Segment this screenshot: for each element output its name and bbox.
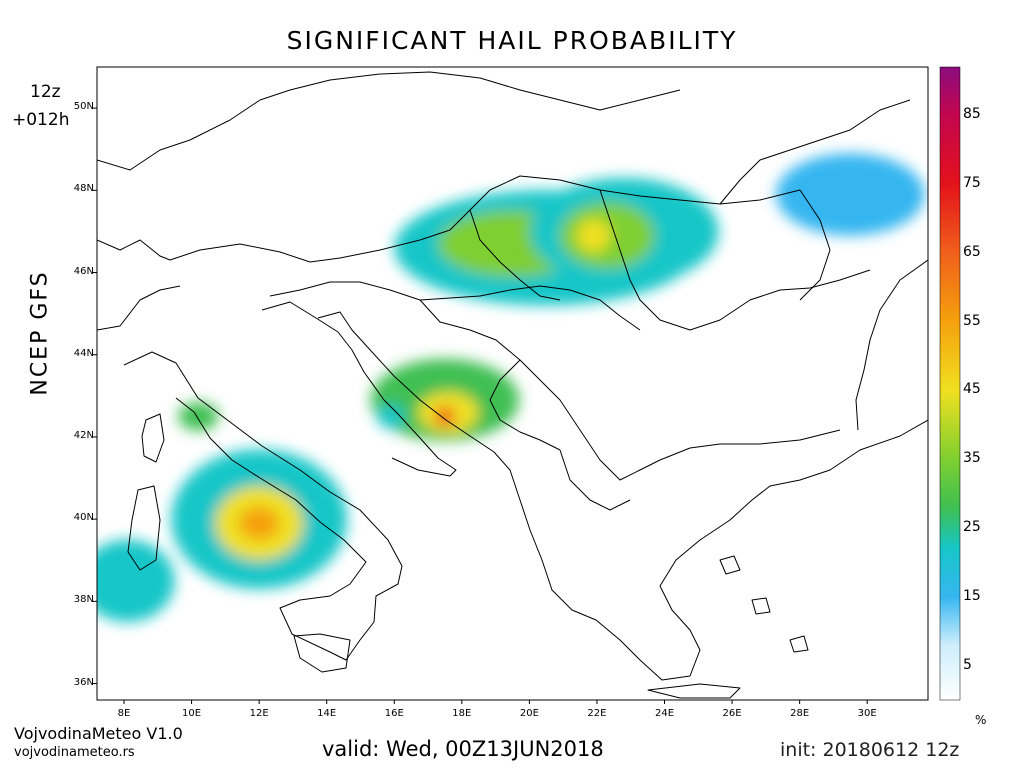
crete [647, 683, 741, 699]
lon-label: 28E [790, 708, 810, 719]
map-frame [96, 66, 929, 701]
lon-label: 12E [249, 708, 269, 719]
probability-area [238, 506, 280, 540]
italy-adriatic-coast [261, 301, 457, 477]
longitude-ticks [123, 700, 868, 704]
forecast-hour: +012h [12, 110, 70, 130]
probability-area [434, 406, 456, 427]
lat-label: 38N [73, 594, 94, 606]
lon-label: 20E [519, 708, 539, 719]
colorbar-unit: % [975, 713, 987, 727]
coastlines-borders [97, 71, 928, 699]
lon-label: 30E [857, 708, 877, 719]
sicily [293, 633, 351, 673]
lat-label: 50N [73, 101, 94, 113]
lat-label: 36N [73, 676, 94, 688]
colorbar-tick-label: 85 [963, 106, 981, 123]
italy-coastline [123, 351, 403, 661]
colorbar-tick-label: 15 [963, 587, 981, 604]
lat-label: 46N [73, 265, 94, 277]
corsica [141, 413, 165, 463]
probability-field [97, 153, 925, 622]
init-time: init: 20180612 12z [780, 739, 960, 761]
lon-label: 18E [452, 708, 472, 719]
lon-label: 22E [587, 708, 607, 719]
balkan-coast [317, 311, 928, 681]
colorbar-tick-label: 35 [963, 450, 981, 467]
sardinia [127, 485, 161, 571]
colorbar-tick-label: 55 [963, 312, 981, 329]
colorbar-tick-label: 45 [963, 381, 981, 398]
brand-name: VojvodinaMeteo V1.0 [14, 724, 183, 743]
colorbar-tick-label: 25 [963, 518, 981, 535]
probability-area [775, 153, 925, 236]
probability-area [377, 404, 405, 429]
latitude-ticks [93, 107, 97, 685]
probability-area [178, 401, 219, 431]
lon-label: 16E [384, 708, 404, 719]
lon-label: 26E [722, 708, 742, 719]
black-sea-coast [855, 259, 928, 431]
lon-label: 8E [117, 708, 131, 719]
colorbar-tick-label: 75 [963, 174, 981, 191]
probability-area [576, 219, 611, 252]
lon-label: 24E [654, 708, 675, 719]
probability-area [97, 539, 175, 622]
colorbar-tick-label: 5 [963, 656, 972, 673]
valid-time: valid: Wed, 00Z13JUN2018 [322, 737, 604, 761]
lat-label: 44N [73, 347, 94, 359]
lon-label: 14E [317, 708, 337, 719]
brand-url: vojvodinameteo.rs [14, 745, 135, 760]
colorbar [939, 66, 961, 701]
national-borders [97, 71, 681, 171]
lat-label: 48N [73, 183, 94, 195]
map-title: SIGNIFICANT HAIL PROBABILITY [286, 26, 738, 55]
lon-label: 10E [182, 708, 202, 719]
lat-label: 40N [73, 512, 94, 524]
lat-label: 42N [73, 429, 94, 441]
run-cycle: 12z [30, 82, 61, 102]
colorbar-tick-label: 65 [963, 243, 981, 260]
